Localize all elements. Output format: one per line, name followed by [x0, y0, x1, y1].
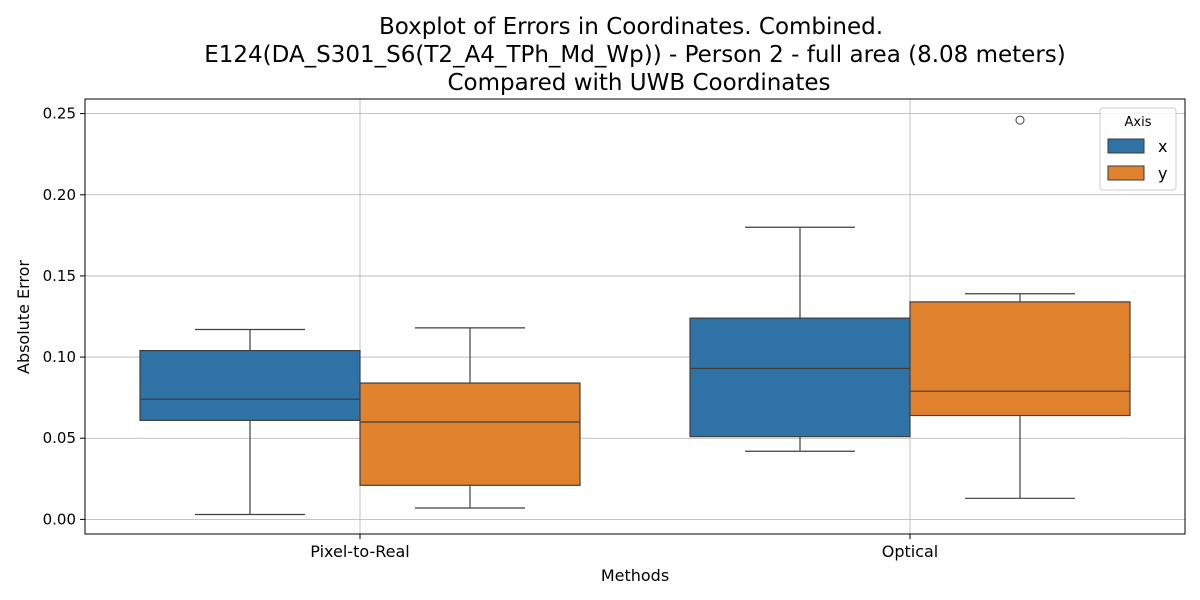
y-tick-label: 0.10	[43, 348, 76, 366]
chart-title-line-1: Boxplot of Errors in Coordinates. Combin…	[379, 14, 883, 40]
y-tick-label: 0.20	[43, 186, 76, 204]
y-tick-label: 0.15	[43, 267, 76, 285]
plot-area-frame	[84, 98, 1186, 535]
legend-title: Axis	[1125, 115, 1152, 130]
y-tick-label: 0.05	[43, 429, 76, 447]
box-iqr	[689, 317, 911, 438]
box-y-optical	[909, 115, 1131, 499]
legend-swatch-y	[1107, 165, 1145, 181]
axis-ticks: 0.00 0.05 0.10 0.15 0.20 0.25 Pixel-to-Real Opt…	[43, 105, 939, 561]
y-axis-label: Absolute Error	[14, 260, 33, 374]
x-tick-label: Pixel-to-Real	[310, 542, 409, 561]
legend: Axis x y	[1099, 107, 1177, 191]
chart-title-line-3: Compared with UWB Coordinates	[447, 70, 830, 96]
box-iqr	[359, 382, 581, 486]
legend-swatch-x	[1107, 138, 1145, 154]
box-iqr	[909, 301, 1131, 417]
chart-title: Boxplot of Errors in Coordinates. Combin…	[204, 14, 1066, 96]
box-x-pixel-to-real	[139, 328, 361, 516]
outlier-point	[1015, 115, 1025, 125]
legend-label-x: x	[1158, 137, 1167, 156]
box-x-optical	[689, 226, 911, 452]
legend-label-y: y	[1158, 164, 1167, 183]
x-tick-label: Optical	[882, 542, 939, 561]
y-tick-label: 0.25	[43, 105, 76, 123]
x-axis-label: Methods	[601, 566, 669, 585]
box-layer	[139, 115, 1131, 516]
box-iqr	[139, 349, 361, 421]
y-tick-label: 0.00	[43, 510, 76, 528]
box-y-pixel-to-real	[359, 327, 581, 509]
chart-title-line-2: E124(DA_S301_S6(T2_A4_TPh_Md_Wp)) - Pers…	[204, 42, 1066, 68]
